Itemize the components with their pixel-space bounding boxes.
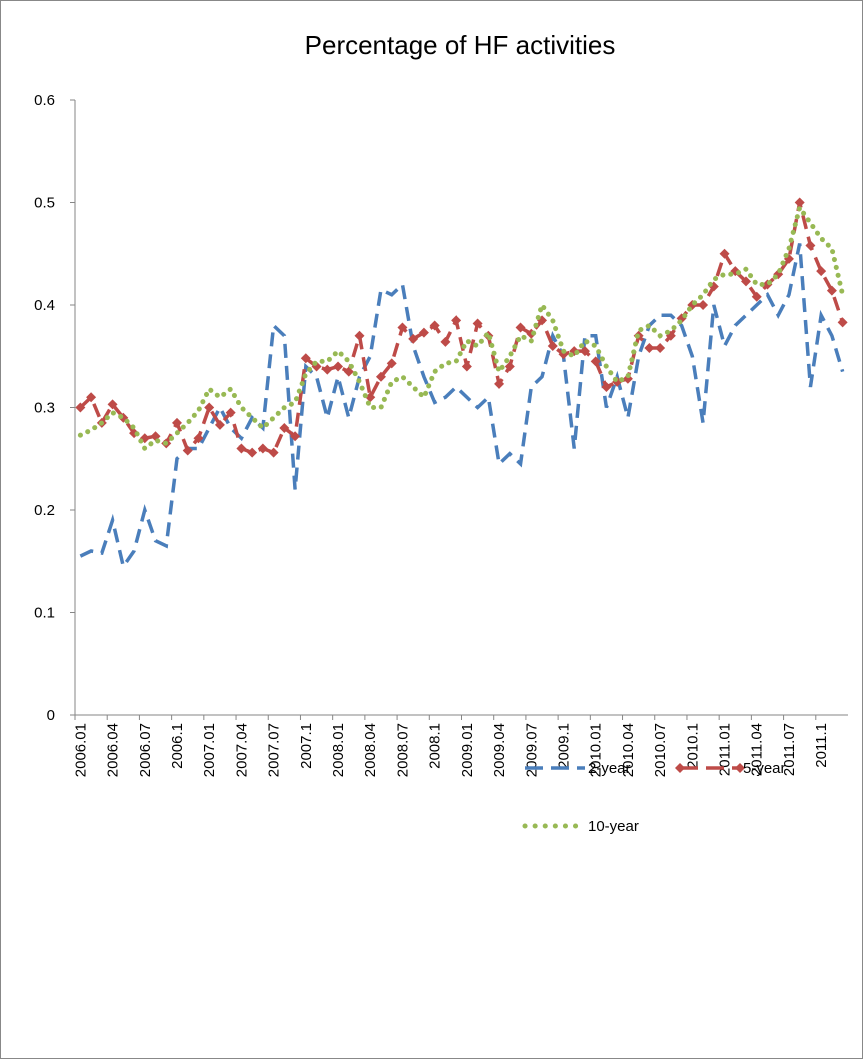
- series-marker: [86, 392, 97, 403]
- series-marker: [751, 291, 762, 302]
- x-tick-label: 2009.04: [491, 723, 508, 777]
- series-marker: [515, 322, 526, 333]
- series-marker: [440, 336, 451, 347]
- y-tick-label: 0.3: [34, 400, 55, 417]
- y-tick-label: 0: [47, 707, 55, 724]
- series-marker: [343, 366, 354, 377]
- x-tick-label: 2011.07: [781, 723, 798, 776]
- y-tick-label: 0.2: [34, 502, 55, 519]
- y-tick-label: 0.5: [34, 195, 55, 212]
- series-marker: [375, 371, 386, 382]
- series-marker: [805, 240, 816, 251]
- series-marker: [719, 248, 730, 259]
- series-marker: [214, 419, 225, 430]
- series-marker: [644, 343, 655, 354]
- x-tick-label: 2008.01: [330, 723, 347, 777]
- x-tick-label: 2010.01: [588, 723, 605, 777]
- x-tick-label: 2009.1: [555, 723, 572, 769]
- series-marker: [193, 433, 204, 444]
- series-line: [77, 201, 846, 453]
- x-tick-label: 2007.04: [233, 723, 250, 777]
- x-tick-label: 2006.07: [137, 723, 154, 777]
- legend-label: 10-year: [588, 818, 639, 835]
- chart-title: Percentage of HF activities: [305, 30, 616, 60]
- series-marker: [816, 266, 827, 277]
- series-marker: [171, 417, 182, 428]
- x-tick-label: 2006.01: [72, 723, 89, 777]
- x-tick-label: 2011.04: [749, 723, 766, 776]
- series-marker: [204, 402, 215, 413]
- series-marker: [75, 402, 86, 413]
- series-marker: [354, 330, 365, 341]
- x-tick-label: 2011.01: [717, 723, 734, 776]
- series-marker: [225, 407, 236, 418]
- series-marker: [418, 327, 429, 338]
- series-marker: [504, 361, 515, 372]
- y-tick-label: 0.4: [34, 297, 55, 314]
- x-tick-label: 2008.1: [427, 723, 444, 769]
- x-tick-label: 2009.07: [523, 723, 540, 777]
- series-marker: [698, 300, 709, 310]
- x-tick-label: 2010.1: [684, 723, 701, 769]
- series-marker: [794, 197, 805, 208]
- series-line: [79, 202, 845, 455]
- series-marker: [182, 445, 193, 456]
- x-tick-label: 2011.1: [813, 723, 830, 768]
- x-tick-label: 2007.01: [201, 723, 218, 777]
- series-line: [79, 243, 845, 571]
- series-marker: [826, 285, 837, 296]
- series-marker: [247, 447, 258, 458]
- x-tick-label: 2010.07: [652, 723, 669, 777]
- x-tick-label: 2006.04: [105, 723, 122, 777]
- x-tick-label: 2006.1: [169, 723, 186, 769]
- series-marker: [300, 353, 311, 364]
- series-marker: [365, 392, 376, 403]
- series-marker: [257, 443, 268, 454]
- series-marker: [290, 431, 301, 442]
- series-marker: [268, 447, 279, 458]
- series-marker: [408, 333, 419, 344]
- x-tick-label: 2008.04: [362, 723, 379, 777]
- series-marker: [837, 317, 848, 328]
- series-marker: [397, 322, 408, 333]
- series-marker: [236, 443, 247, 454]
- legend-marker: [735, 763, 745, 773]
- legend-marker: [675, 763, 685, 773]
- legend-label: 5-year: [743, 760, 786, 777]
- series-marker: [472, 318, 483, 329]
- series-marker: [461, 361, 472, 372]
- x-tick-label: 2007.07: [266, 723, 283, 777]
- x-tick-label: 2007.1: [298, 723, 315, 769]
- series-marker: [579, 346, 590, 357]
- series-marker: [386, 358, 397, 369]
- series-marker: [741, 276, 752, 287]
- x-tick-label: 2010.04: [620, 723, 637, 777]
- series-marker: [494, 378, 505, 389]
- series-marker: [107, 399, 118, 410]
- series-marker: [429, 320, 440, 331]
- series-marker: [590, 356, 601, 367]
- series-marker: [279, 423, 290, 433]
- x-tick-label: 2008.07: [394, 723, 411, 777]
- legend-label: 2-year: [588, 760, 631, 777]
- y-tick-label: 0.1: [34, 605, 55, 622]
- x-tick-label: 2009.01: [459, 723, 476, 777]
- series-marker: [322, 364, 333, 375]
- y-tick-label: 0.6: [34, 92, 55, 109]
- series-marker: [451, 315, 462, 326]
- series-marker: [601, 382, 612, 392]
- series-marker: [547, 341, 558, 351]
- series-marker: [333, 361, 344, 372]
- series-marker: [655, 343, 666, 354]
